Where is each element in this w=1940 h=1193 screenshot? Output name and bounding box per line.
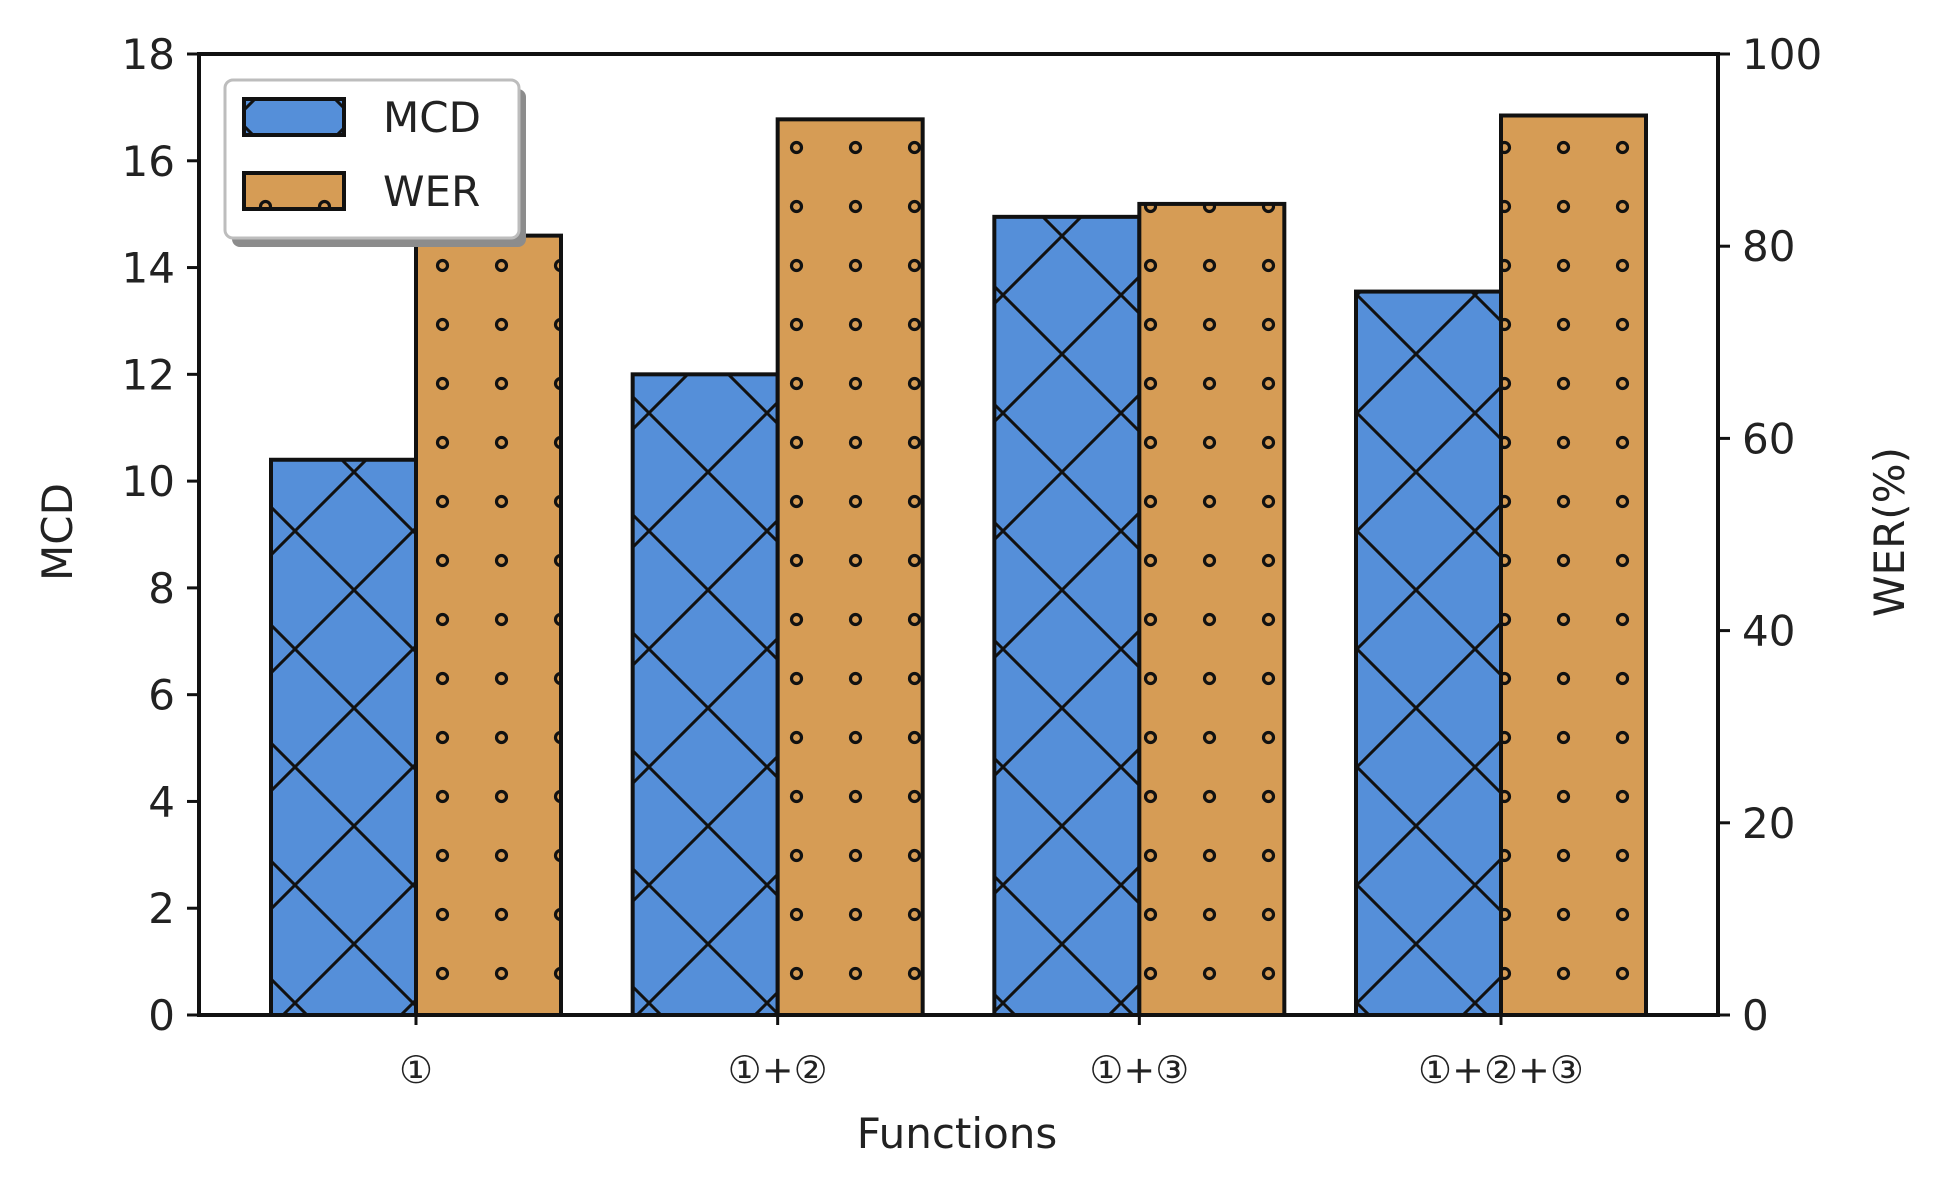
plot-frame	[197, 52, 1720, 1017]
y-tick-label-left: 16	[122, 137, 175, 186]
y-tick-label-left: 4	[148, 777, 175, 826]
bar-wer-4-hatch	[1499, 113, 1648, 1017]
y-tick-label-left: 2	[148, 884, 175, 933]
bar-wer-3-hatch	[1137, 201, 1287, 1017]
y-tick-label-right: 40	[1742, 607, 1795, 656]
legend-swatch-mcd-hatch	[242, 97, 346, 137]
y-tick-label-left: 6	[148, 671, 175, 720]
y-tick-label-right: 80	[1742, 222, 1795, 271]
y-axis-left-label: MCD	[33, 483, 82, 581]
bar-wer-2-hatch	[775, 117, 925, 1017]
y-tick-label-left: 18	[122, 30, 175, 79]
bar-wer-1-hatch	[414, 233, 563, 1017]
legend-label-wer: WER	[383, 167, 480, 216]
bars-layer	[269, 113, 1648, 1018]
x-tick-label: ①	[399, 1048, 433, 1092]
y-tick-label-right: 0	[1742, 991, 1769, 1040]
x-tick-label: ①+②+③	[1418, 1048, 1584, 1092]
bar-mcd-2-hatch	[630, 372, 780, 1018]
bar-mcd-4-hatch	[1354, 289, 1503, 1017]
x-tick-label: ①+②	[728, 1048, 828, 1092]
bar-mcd-1-hatch	[269, 457, 418, 1017]
y-tick-label-right: 20	[1742, 799, 1795, 848]
axes-layer: ① ①+② ①+③ ①+②+③ 0 2 4 6 8 10 12 14 16 18 0 20 40 60 80 100	[122, 30, 1823, 1092]
x-axis-label: Functions	[857, 1109, 1058, 1158]
x-tick-label: ①+③	[1089, 1048, 1189, 1092]
legend: MCD WER	[223, 78, 526, 247]
y-tick-label-left: 14	[122, 244, 175, 293]
bar-mcd-3-hatch	[992, 214, 1142, 1017]
y-tick-label-right: 60	[1742, 414, 1795, 463]
y-tick-label-left: 8	[148, 564, 175, 613]
y-tick-label-left: 10	[122, 457, 175, 506]
y-axis-right-label: WER(%)	[1865, 447, 1914, 617]
y-tick-label-left: 12	[122, 350, 175, 399]
legend-swatch-wer-hatch	[242, 171, 346, 211]
y-tick-label-right: 100	[1742, 30, 1822, 79]
y-tick-label-left: 0	[148, 991, 175, 1040]
legend-label-mcd: MCD	[383, 93, 481, 142]
